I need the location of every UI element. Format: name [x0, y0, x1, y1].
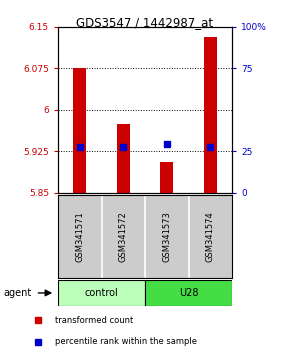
Text: percentile rank within the sample: percentile rank within the sample — [55, 337, 197, 347]
Text: transformed count: transformed count — [55, 315, 133, 325]
Text: GDS3547 / 1442987_at: GDS3547 / 1442987_at — [77, 16, 213, 29]
Bar — [204, 36, 217, 193]
Text: GSM341572: GSM341572 — [119, 211, 128, 262]
Text: control: control — [85, 288, 118, 298]
Text: agent: agent — [3, 288, 31, 298]
Text: GSM341573: GSM341573 — [162, 211, 171, 262]
Bar — [145, 280, 232, 306]
Bar — [73, 68, 86, 193]
Bar — [117, 124, 130, 193]
Text: GSM341574: GSM341574 — [206, 211, 215, 262]
Text: U28: U28 — [179, 288, 198, 298]
Text: GSM341571: GSM341571 — [75, 211, 84, 262]
Bar — [160, 162, 173, 193]
Bar — [58, 280, 145, 306]
